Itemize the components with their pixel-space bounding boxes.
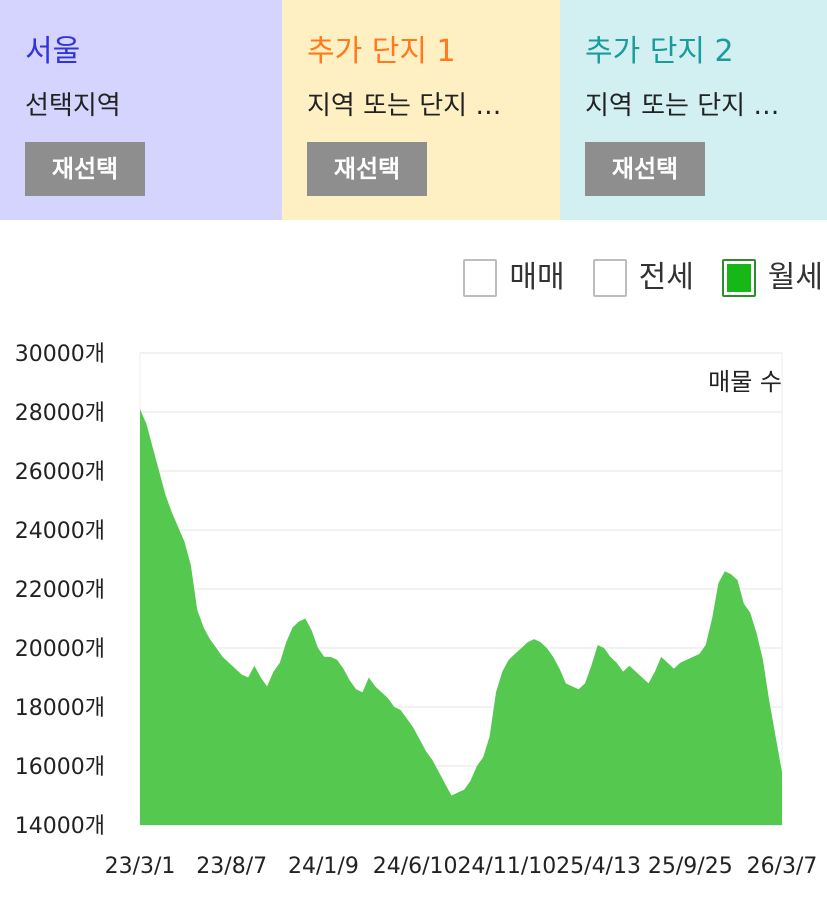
x-tick-label: 24/6/10: [373, 854, 458, 879]
y-tick-label: 20000개: [15, 637, 105, 662]
x-tick-label: 24/11/10: [457, 854, 556, 879]
y-tick-label: 26000개: [15, 460, 105, 485]
panel-title: 추가 단지 1: [307, 34, 456, 69]
panel-region: 서울 선택지역 재선택: [0, 0, 282, 220]
y-axis: 30000개 28000개 26000개 24000개 22000개 20000개 1800…: [15, 342, 105, 839]
legend-item-jeonse[interactable]: 전세: [592, 258, 694, 298]
reselect-button[interactable]: 재선택: [307, 142, 427, 196]
y-tick-label: 22000개: [15, 578, 105, 603]
legend-label: 매매: [509, 260, 565, 295]
x-tick-label: 23/3/1: [105, 854, 176, 879]
legend-checkbox[interactable]: [592, 259, 627, 297]
legend-checkbox[interactable]: [463, 259, 498, 297]
y-tick-label: 24000개: [15, 519, 105, 544]
panel-title: 추가 단지 2: [585, 34, 734, 69]
x-tick-label: 23/8/7: [196, 854, 267, 879]
chart-annotation: 매물 수: [708, 368, 782, 396]
panel-subtitle: 지역 또는 단지 …: [585, 91, 780, 121]
legend-label: 월세: [767, 260, 823, 295]
panel-complex-1: 추가 단지 1 지역 또는 단지 … 재선택: [282, 0, 560, 220]
x-tick-label: 26/3/7: [747, 854, 818, 879]
x-axis: 23/3/1 23/8/7 24/1/9 24/6/10 24/11/10 25/4/13…: [105, 854, 818, 879]
legend-checkbox[interactable]: [721, 259, 756, 297]
y-tick-label: 28000개: [15, 401, 105, 426]
reselect-button[interactable]: 재선택: [585, 142, 705, 196]
chart-legend: 매매 전세 월세: [435, 258, 823, 298]
panel-subtitle: 선택지역: [25, 91, 121, 121]
x-tick-label: 24/1/9: [288, 854, 359, 879]
legend-item-sale[interactable]: 매매: [463, 258, 565, 298]
panel-subtitle: 지역 또는 단지 …: [307, 91, 502, 121]
y-tick-label: 18000개: [15, 696, 105, 721]
x-tick-label: 25/9/25: [648, 854, 733, 879]
y-tick-label: 16000개: [15, 755, 105, 780]
panel-complex-2: 추가 단지 2 지역 또는 단지 … 재선택: [560, 0, 827, 220]
area-series: [140, 409, 782, 825]
reselect-button[interactable]: 재선택: [25, 142, 145, 196]
x-tick-label: 25/4/13: [556, 854, 641, 879]
panel-title: 서울: [25, 34, 81, 69]
legend-label: 전세: [638, 260, 694, 295]
legend-item-wolse[interactable]: 월세: [721, 258, 823, 298]
y-tick-label: 14000개: [15, 814, 105, 839]
comparison-panels: 서울 선택지역 재선택 추가 단지 1 지역 또는 단지 … 재선택 추가 단지…: [0, 0, 827, 220]
y-tick-label: 30000개: [15, 342, 105, 367]
